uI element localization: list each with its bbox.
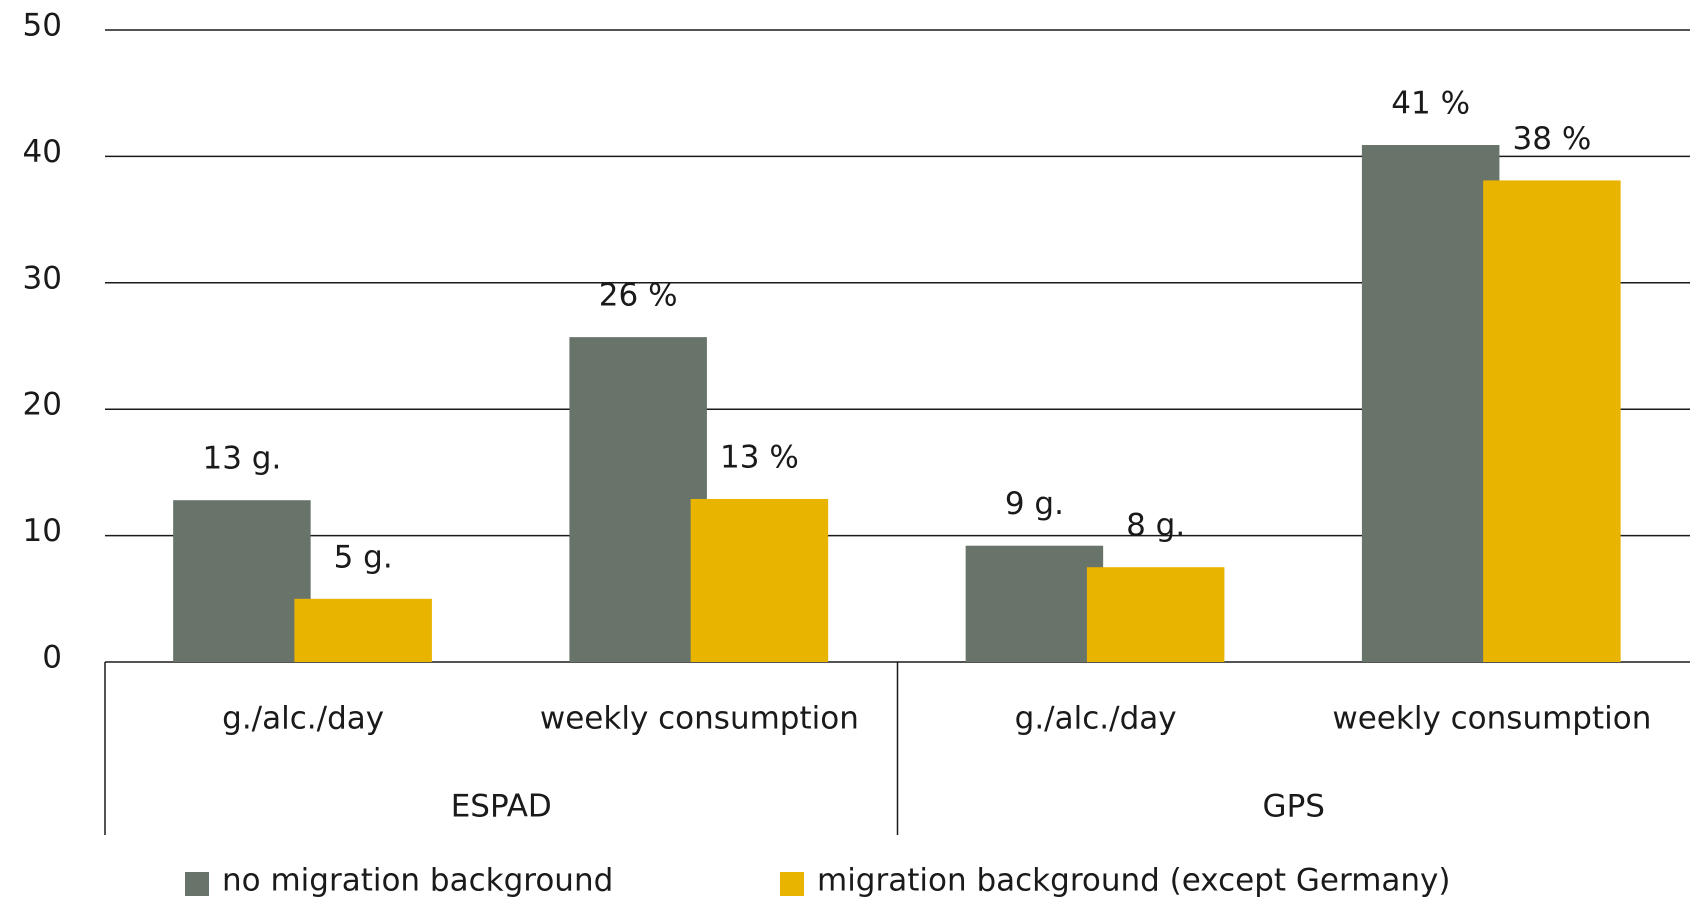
bar — [965, 545, 1104, 662]
y-tick-label: 40 — [23, 134, 62, 170]
bar — [569, 337, 707, 662]
value-label: 13 g. — [202, 441, 281, 477]
value-label: 26 % — [599, 278, 678, 314]
legend-swatch — [780, 872, 804, 896]
y-tick-label: 0 — [42, 640, 62, 676]
x-tick-label: g./alc./day — [1015, 701, 1177, 737]
legend-label: migration background (except Germany) — [817, 863, 1450, 899]
bar — [294, 598, 432, 662]
group-label: GPS — [1263, 789, 1325, 825]
legend-swatch — [185, 872, 209, 896]
y-tick-label: 10 — [23, 513, 62, 549]
value-label: 38 % — [1513, 121, 1592, 157]
x-tick-label: weekly consumption — [1332, 701, 1651, 737]
bar — [1086, 567, 1225, 662]
bar — [173, 500, 311, 662]
value-label: 5 g. — [334, 539, 393, 575]
y-tick-label: 30 — [23, 260, 62, 296]
value-label: 8 g. — [1126, 508, 1185, 544]
bar — [1361, 145, 1500, 663]
value-label: 13 % — [720, 439, 799, 475]
legend-label: no migration background — [222, 863, 613, 899]
value-label: 41 % — [1391, 86, 1470, 122]
x-tick-label: weekly consumption — [540, 701, 859, 737]
bar — [690, 498, 829, 662]
y-tick-label: 20 — [23, 387, 62, 423]
value-label: 9 g. — [1005, 486, 1064, 522]
x-tick-label: g./alc./day — [222, 701, 384, 737]
bar — [1483, 180, 1621, 662]
group-label: ESPAD — [451, 789, 552, 825]
y-tick-label: 50 — [23, 8, 62, 44]
